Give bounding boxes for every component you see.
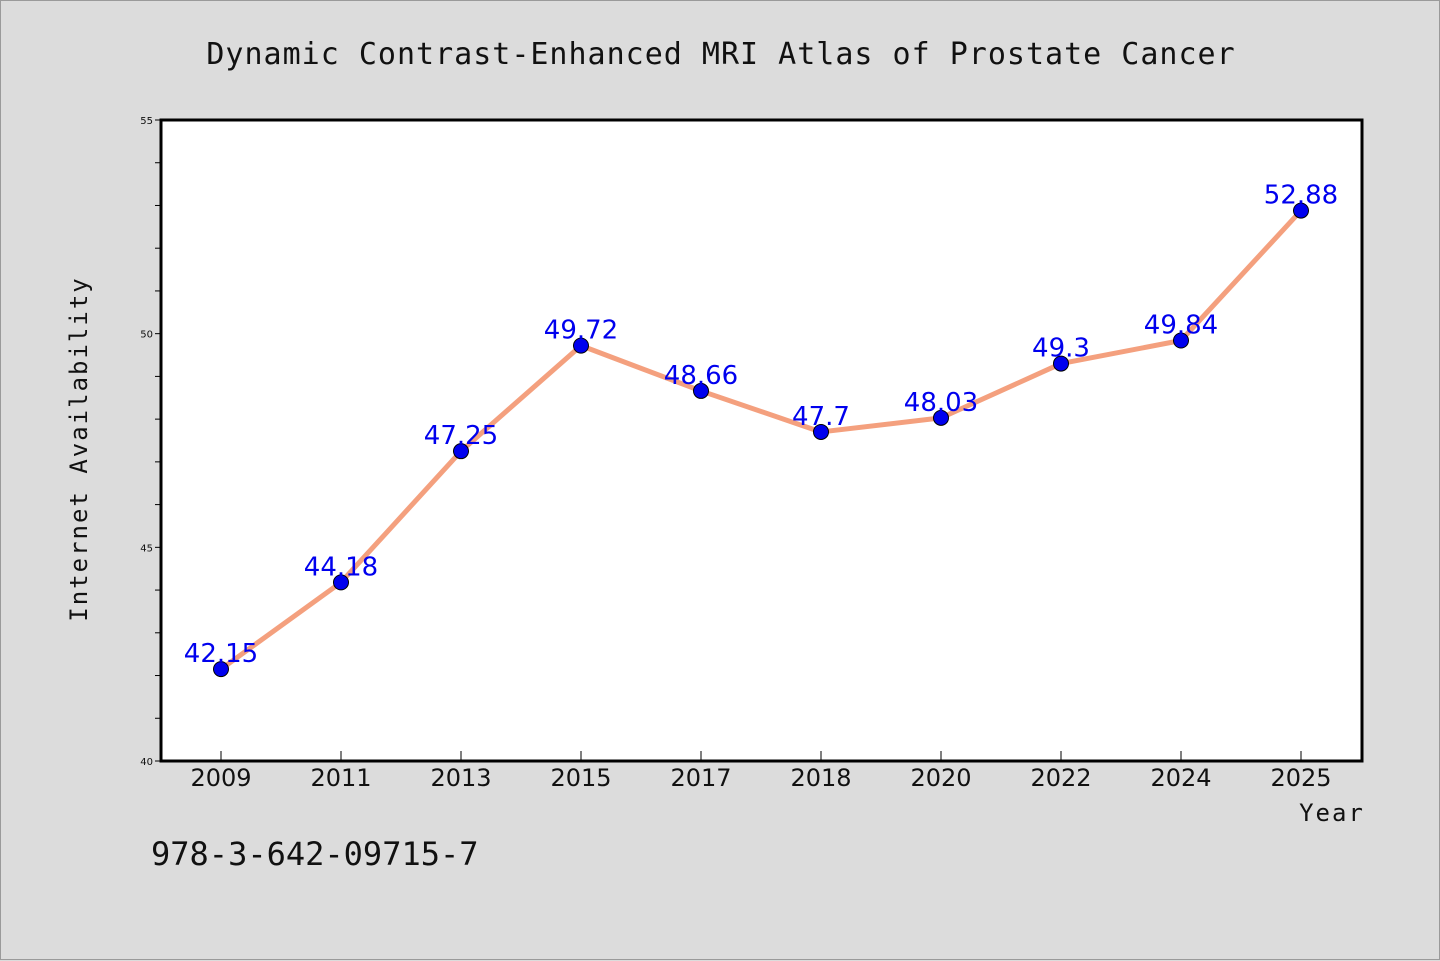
data-point xyxy=(213,661,229,678)
x-tick-label: 2024 xyxy=(1150,764,1211,792)
data-point xyxy=(1293,202,1309,219)
x-axis-label: Year xyxy=(1299,799,1365,827)
series-layer xyxy=(213,202,1309,678)
y-tick-label: 40 xyxy=(140,757,153,768)
data-label: 52.88 xyxy=(1264,181,1338,211)
data-point xyxy=(573,337,589,354)
data-point xyxy=(813,423,829,440)
y-tick-label: 55 xyxy=(140,116,153,127)
x-axis: 2009 2011 2013 2015 2017 2018 2020 2022 2024 2025 xyxy=(190,751,1332,792)
data-point xyxy=(1173,332,1189,349)
data-point xyxy=(693,382,709,399)
y-tick-label: 50 xyxy=(140,330,153,341)
data-label: 44.18 xyxy=(304,552,378,582)
chart-title: Dynamic Contrast-Enhanced MRI Atlas of P… xyxy=(206,37,1235,72)
data-label: 48.03 xyxy=(904,388,978,418)
data-labels: 42.15 44.18 47.25 49.72 48.66 47.7 48.03 49.3 49… xyxy=(184,181,1338,670)
isbn-annotation: 978-3-642-09715-7 xyxy=(151,835,479,873)
y-tick-label: 45 xyxy=(140,543,153,554)
data-label: 48.66 xyxy=(664,361,738,391)
x-tick-label: 2020 xyxy=(910,764,971,792)
y-axis-label: Internet Availability xyxy=(65,276,93,621)
data-label: 49.72 xyxy=(544,316,618,346)
data-point xyxy=(453,443,469,460)
x-tick-label: 2025 xyxy=(1270,764,1331,792)
x-tick-label: 2022 xyxy=(1030,764,1091,792)
series-line xyxy=(218,208,1304,672)
data-label: 42.15 xyxy=(184,639,258,669)
data-label: 47.7 xyxy=(792,402,850,432)
x-tick-label: 2013 xyxy=(430,764,491,792)
x-tick-label: 2017 xyxy=(670,764,731,792)
plot-frame xyxy=(159,118,1364,763)
plot-area xyxy=(161,120,1362,761)
x-tick-label: 2011 xyxy=(310,764,371,792)
data-label: 49.84 xyxy=(1144,311,1218,341)
x-tick-label: 2009 xyxy=(190,764,251,792)
x-tick-label: 2015 xyxy=(550,764,611,792)
x-tick-label: 2018 xyxy=(790,764,851,792)
data-label: 49.3 xyxy=(1032,334,1090,364)
data-point xyxy=(333,574,349,591)
data-point xyxy=(933,409,949,426)
data-label: 47.25 xyxy=(424,421,498,451)
data-point xyxy=(1053,355,1069,372)
y-axis: 40 45 50 55 xyxy=(140,116,161,768)
